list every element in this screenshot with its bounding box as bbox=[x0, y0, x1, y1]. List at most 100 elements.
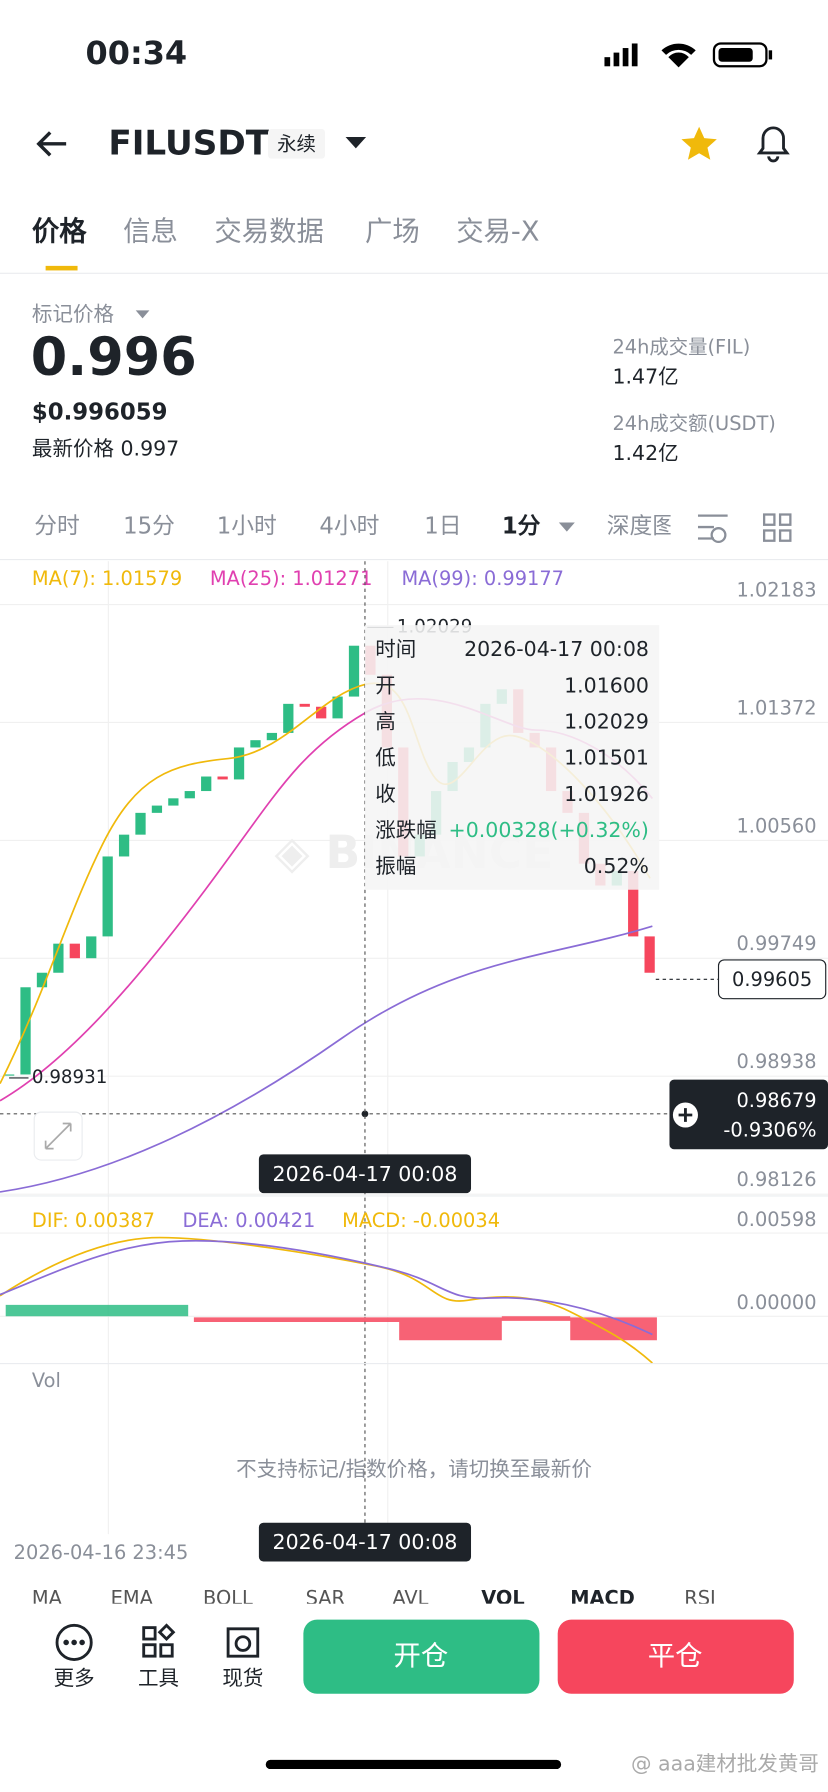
interval[interactable]: 4小时 bbox=[319, 514, 379, 540]
candle bbox=[53, 943, 64, 973]
tab[interactable]: 价格 bbox=[32, 216, 87, 247]
candle bbox=[69, 943, 80, 959]
tab[interactable]: 广场 bbox=[365, 216, 420, 247]
macd-label: MACD: -0.00034 bbox=[342, 1209, 500, 1232]
close-button[interactable] bbox=[557, 1619, 794, 1694]
notice: 不支持标记/指数价格，请切换至最新价 bbox=[236, 1457, 592, 1481]
mark-price-label: 标记价格 bbox=[32, 302, 115, 326]
y-tick-label: 0.00598 bbox=[736, 1208, 816, 1231]
watermark: @ aaa建材批发黄哥 bbox=[631, 1751, 819, 1775]
y-tick-label: 1.00560 bbox=[736, 814, 816, 837]
tooltip-label: 时间 bbox=[375, 637, 416, 661]
crosshair-time: 2026-04-17 00:08 bbox=[273, 1530, 458, 1554]
ma99-line bbox=[0, 925, 653, 1193]
open-label[interactable]: 开仓 bbox=[393, 1641, 448, 1672]
interval[interactable]: 分时 bbox=[34, 514, 80, 540]
time-box bbox=[258, 1154, 472, 1194]
dropdown-arrow[interactable] bbox=[135, 310, 150, 319]
favorite-star[interactable] bbox=[681, 126, 717, 160]
y-tick-label: 0.98938 bbox=[736, 1050, 816, 1073]
crosshair-change: -0.9306% bbox=[723, 1118, 816, 1141]
tab[interactable]: 信息 bbox=[123, 216, 178, 247]
open-button[interactable] bbox=[303, 1619, 540, 1694]
chart-settings[interactable] bbox=[697, 514, 728, 544]
usd-price: $0.996059 bbox=[32, 400, 168, 426]
volume: 1.47亿 bbox=[612, 365, 678, 389]
tooltip-value: 1.01600 bbox=[564, 673, 649, 697]
macd-histogram-neg bbox=[193, 1316, 657, 1341]
spot-icon[interactable] bbox=[226, 1627, 260, 1658]
candle bbox=[102, 856, 113, 937]
candle bbox=[348, 645, 360, 697]
home-indicator bbox=[265, 1759, 562, 1770]
symbol-dropdown[interactable] bbox=[345, 137, 367, 149]
status-time: 00:34 bbox=[86, 34, 188, 72]
vol-label: Vol bbox=[32, 1369, 61, 1392]
more-label[interactable]: 更多 bbox=[54, 1666, 95, 1690]
more-icon[interactable] bbox=[55, 1623, 93, 1661]
interval[interactable]: 15分 bbox=[123, 514, 175, 540]
dea-label: DEA: 0.00421 bbox=[182, 1209, 315, 1232]
candle bbox=[283, 703, 294, 733]
contract-type: 永续 bbox=[277, 132, 316, 155]
alert-bell[interactable] bbox=[756, 126, 790, 163]
tab-indicator bbox=[45, 265, 78, 271]
candle bbox=[628, 870, 639, 937]
layout-toggle[interactable] bbox=[762, 513, 792, 542]
interval-dropdown[interactable] bbox=[558, 522, 575, 532]
candle bbox=[644, 936, 655, 973]
tooltip-label: 涨跌幅 bbox=[375, 818, 437, 842]
tooltip-label: 振幅 bbox=[375, 854, 416, 878]
crosshair-time: 2026-04-17 00:08 bbox=[273, 1162, 458, 1186]
last-price: 最新价格 0.997 bbox=[32, 436, 179, 460]
interval[interactable]: 1日 bbox=[424, 514, 461, 540]
divider bbox=[0, 272, 828, 274]
grid: 1.02183 1.01372 1.00560 0.99749 0.98938 0.981… bbox=[0, 578, 828, 1195]
candle bbox=[118, 834, 130, 857]
y-tick-label: 0.00000 bbox=[736, 1291, 816, 1314]
candle bbox=[36, 972, 48, 988]
tooltip-label: 高 bbox=[375, 710, 396, 734]
candle bbox=[316, 706, 327, 719]
y-tick-label: 1.01372 bbox=[736, 696, 816, 719]
interval[interactable]: 1分 bbox=[502, 514, 541, 540]
tooltip-label: 低 bbox=[375, 746, 396, 770]
tab[interactable]: 交易-X bbox=[456, 216, 539, 247]
tooltip-value: 1.01501 bbox=[564, 746, 649, 770]
dif-line bbox=[0, 1236, 653, 1364]
current-price-box bbox=[717, 959, 827, 1000]
tab[interactable]: 交易数据 bbox=[214, 216, 323, 247]
x-start-label: 2026-04-16 23:45 bbox=[14, 1541, 189, 1564]
crosshair-price-box bbox=[669, 1079, 828, 1150]
time-box bbox=[258, 1522, 472, 1562]
candle bbox=[135, 812, 146, 835]
macd-histogram-pos bbox=[5, 1304, 189, 1317]
tooltip-value: 2026-04-17 00:08 bbox=[464, 637, 649, 661]
candle bbox=[217, 776, 228, 780]
close-label[interactable]: 平仓 bbox=[648, 1641, 703, 1672]
spot-label[interactable]: 现货 bbox=[222, 1666, 263, 1690]
turnover: 1.42亿 bbox=[612, 441, 678, 465]
current-price: 0.99605 bbox=[732, 968, 812, 991]
y-tick-label: 0.98126 bbox=[736, 1168, 816, 1191]
crosshair-price: 0.98679 bbox=[736, 1089, 816, 1112]
tooltip-value: 1.01926 bbox=[564, 782, 649, 806]
interval[interactable]: 深度图 bbox=[607, 514, 675, 540]
tools-label[interactable]: 工具 bbox=[138, 1666, 179, 1690]
interval[interactable]: 1小时 bbox=[217, 514, 277, 540]
tooltip-value: 0.52% bbox=[584, 854, 649, 878]
y-tick-label: 0.99749 bbox=[736, 932, 816, 955]
ma99-label: MA(99): 0.99177 bbox=[401, 567, 564, 590]
candle bbox=[168, 798, 179, 806]
candle bbox=[332, 696, 343, 719]
ma25-label: MA(25): 1.01271 bbox=[210, 567, 373, 590]
tools-icon[interactable] bbox=[142, 1623, 176, 1658]
mark-price: 0.996 bbox=[31, 327, 197, 388]
back-button[interactable] bbox=[36, 131, 67, 157]
tooltip-label: 开 bbox=[375, 673, 396, 697]
volume-label: 24h成交量(FIL) bbox=[612, 335, 750, 358]
contract-badge bbox=[268, 129, 326, 159]
